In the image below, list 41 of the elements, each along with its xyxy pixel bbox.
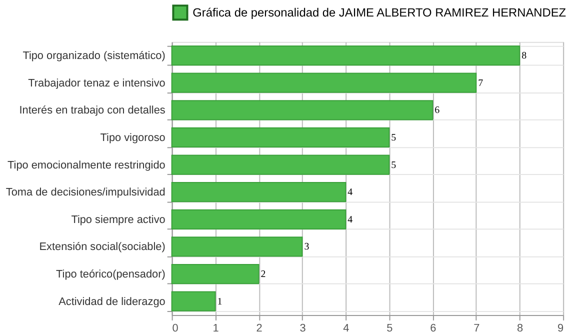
y-tick-label: Tipo organizado (sistemático) [22, 50, 166, 62]
data-label: 4 [348, 187, 353, 198]
data-label: 4 [348, 214, 353, 226]
y-tick-label: Tipo vigoroso [100, 132, 166, 144]
x-tick-label: 8 [517, 322, 524, 333]
y-tick-label: Trabajador tenaz e intensivo [28, 77, 166, 90]
x-tick-label: 1 [212, 322, 219, 333]
y-tick-label: Tipo emocionalmente restringido [8, 159, 166, 172]
bar [171, 236, 303, 257]
data-label: 2 [260, 268, 266, 280]
x-tick-label: 2 [256, 322, 262, 333]
x-tick-label: 9 [557, 322, 564, 333]
bar [171, 45, 520, 66]
x-tick-label: 7 [474, 322, 480, 333]
bar [171, 291, 216, 312]
data-label: 6 [434, 105, 440, 116]
x-tick-label: 6 [430, 322, 436, 333]
bar [171, 127, 390, 148]
y-tick-label: Tipo siempre activo [71, 214, 166, 226]
bar [171, 100, 434, 120]
x-tick-label: 0 [172, 322, 178, 333]
y-tick-label: Extensión social(sociable) [39, 241, 166, 254]
y-tick-label: Toma de decisiones/impulsividad [6, 186, 166, 199]
bar [171, 154, 390, 175]
y-tick-label: Tipo teórico(pensador) [56, 268, 166, 280]
x-tick-label: 4 [343, 322, 350, 333]
data-label: 3 [304, 242, 310, 253]
bar [171, 182, 346, 202]
data-label: 8 [522, 50, 527, 62]
bar [171, 209, 346, 230]
data-label: 5 [391, 132, 396, 144]
data-label: 1 [217, 296, 222, 308]
legend-label: Gráfica de personalidad de JAIME ALBERTO RAMIREZ HERNANDEZ [192, 6, 566, 20]
y-tick-label: Actividad de liderazgo [58, 296, 166, 308]
x-tick-label: 5 [386, 322, 393, 333]
y-tick-label: Interés en trabajo con detalles [19, 104, 166, 117]
data-label: 7 [478, 78, 484, 89]
x-tick-label: 3 [300, 322, 306, 333]
bar [171, 72, 477, 93]
bar [171, 264, 260, 284]
data-label: 5 [391, 160, 396, 171]
